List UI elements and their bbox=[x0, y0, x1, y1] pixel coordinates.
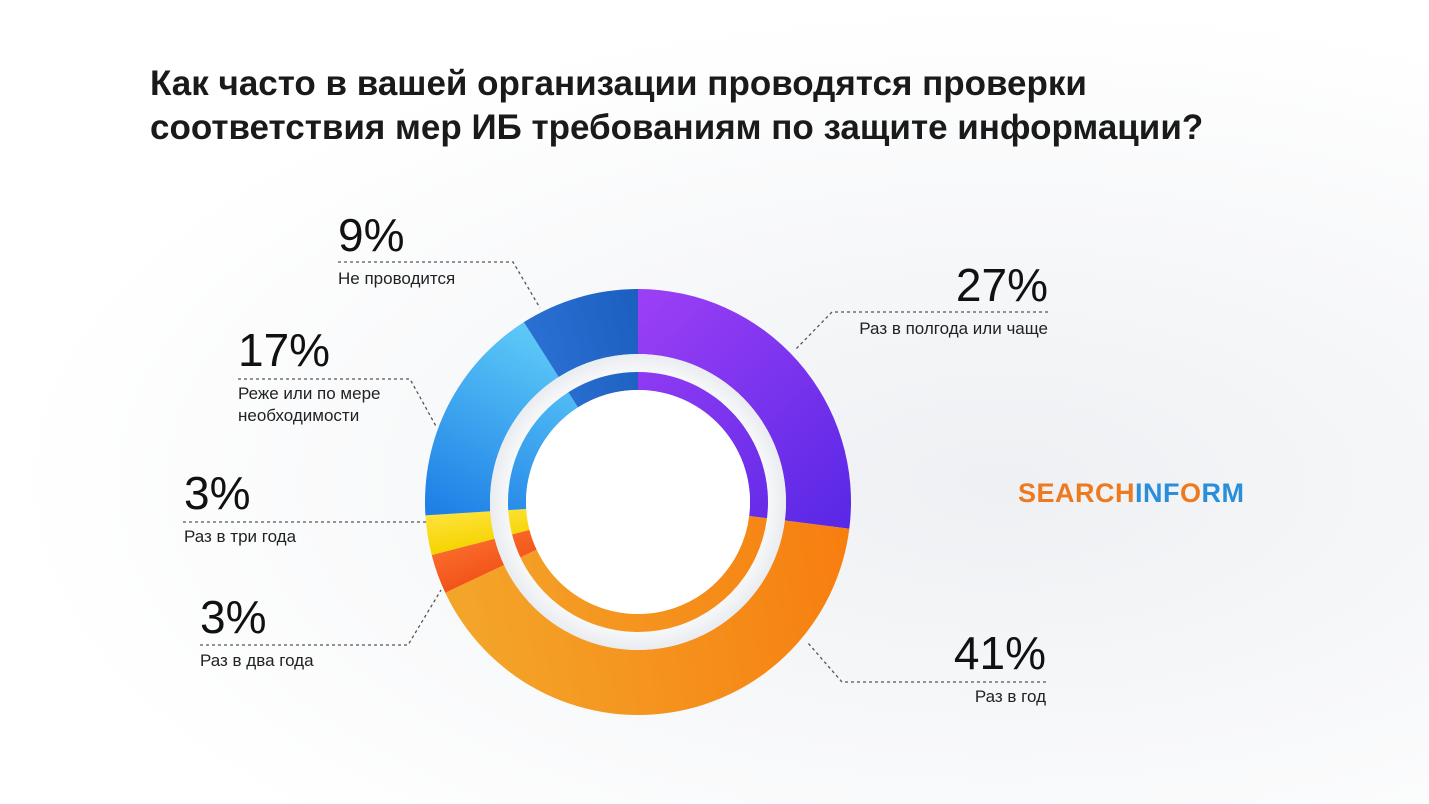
slice-inner-0 bbox=[638, 372, 768, 519]
label-three-years: 3% Раз в три года bbox=[184, 470, 296, 548]
leader-line-not-conducted bbox=[338, 261, 541, 309]
slice-inner-1 bbox=[520, 516, 767, 632]
value-label: 3% bbox=[184, 467, 251, 519]
category-label: Раз в год bbox=[974, 687, 1046, 706]
label-yearly: 41% Раз в год bbox=[846, 630, 1046, 708]
value-label: 9% bbox=[338, 209, 405, 261]
leader-line-half-year bbox=[794, 311, 1048, 351]
label-not-conducted: 9% Не проводится bbox=[338, 212, 455, 290]
leader-line-yearly bbox=[807, 642, 1046, 683]
category-label: Раз в полгода или чаще bbox=[859, 319, 1048, 338]
value-label: 3% bbox=[200, 591, 267, 643]
chart-title: Как часто в вашей организации проводятся… bbox=[150, 62, 1300, 150]
label-half-year: 27% Раз в полгода или чаще bbox=[800, 262, 1048, 340]
searchinform-logo: SEARCHINFORM bbox=[1018, 478, 1245, 509]
logo-part-1: SEARCH bbox=[1018, 478, 1136, 508]
slice-inner-3 bbox=[508, 509, 530, 535]
title-line-1: Как часто в вашей организации проводятся… bbox=[150, 64, 1087, 103]
slice-outer-4 bbox=[425, 322, 559, 516]
value-label: 41% bbox=[953, 627, 1046, 679]
label-rarely: 17% Реже или по мере необходимости bbox=[238, 327, 380, 427]
slice-inner-2 bbox=[512, 529, 537, 558]
logo-part-2: INF bbox=[1135, 478, 1181, 508]
slice-inner-4 bbox=[508, 392, 578, 511]
logo-part-3: O bbox=[1180, 478, 1202, 508]
category-label-line-1: Реже или по мере bbox=[238, 384, 381, 403]
category-label: Не проводится bbox=[338, 269, 456, 288]
slice-outer-0 bbox=[638, 289, 851, 529]
slice-outer-2 bbox=[431, 538, 505, 593]
category-label: Раз в три года bbox=[184, 527, 297, 546]
logo-part-4: RM bbox=[1201, 478, 1245, 508]
category-label-line-2: необходимости bbox=[238, 406, 360, 425]
label-two-years: 3% Раз в два года bbox=[200, 594, 314, 672]
slice-outer-1 bbox=[445, 520, 850, 716]
value-label: 27% bbox=[955, 259, 1048, 311]
donut-center-disc bbox=[526, 390, 750, 614]
category-label: Раз в два года bbox=[200, 651, 314, 670]
title-line-2: соответствия мер ИБ требованиям по защит… bbox=[150, 108, 1204, 147]
slice-outer-3 bbox=[425, 511, 495, 555]
slice-outer-5 bbox=[523, 289, 638, 378]
slice-inner-5 bbox=[568, 372, 638, 408]
value-label: 17% bbox=[238, 324, 331, 376]
